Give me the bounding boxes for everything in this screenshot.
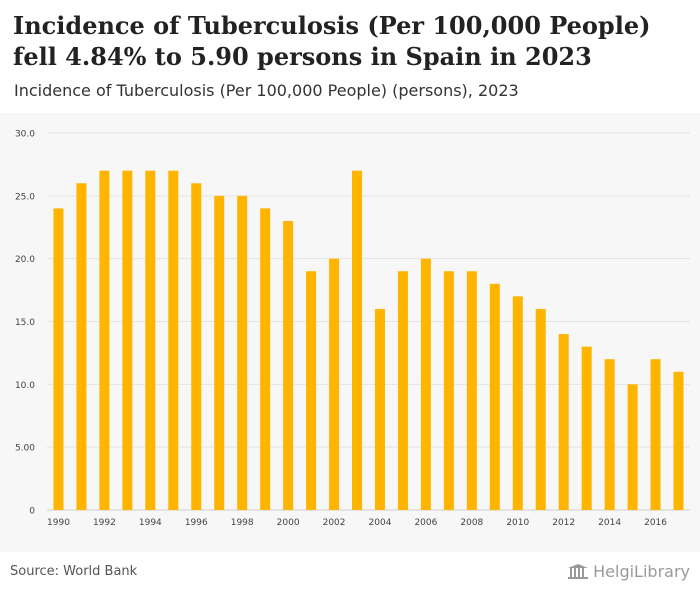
bar xyxy=(397,271,408,510)
x-tick-label: 2000 xyxy=(277,518,300,528)
y-tick-label: 10.0 xyxy=(15,381,35,391)
bar xyxy=(76,183,87,510)
bar xyxy=(99,170,110,510)
x-tick-label: 1990 xyxy=(47,518,70,528)
chart-header: Incidence of Tuberculosis (Per 100,000 P… xyxy=(0,0,700,112)
bar xyxy=(260,208,271,510)
x-tick-label: 2004 xyxy=(369,518,392,528)
x-tick-label: 2008 xyxy=(460,518,483,528)
x-tick-label: 2002 xyxy=(323,518,346,528)
bar xyxy=(650,359,661,510)
bar xyxy=(374,308,385,510)
y-tick-label: 15.0 xyxy=(15,318,35,328)
bar xyxy=(581,346,592,510)
x-tick-label: 1994 xyxy=(139,518,162,528)
bar xyxy=(558,334,569,510)
brand-logo: HelgiLibrary xyxy=(567,562,690,581)
bar xyxy=(122,170,133,510)
bar xyxy=(443,271,454,510)
bar xyxy=(673,371,684,510)
bar xyxy=(420,258,431,510)
y-tick-label: 5.00 xyxy=(15,444,35,454)
brand-name: HelgiLibrary xyxy=(593,562,690,581)
bar xyxy=(191,183,202,510)
bar xyxy=(489,283,500,510)
y-tick-label: 30.0 xyxy=(15,130,35,140)
bar xyxy=(329,258,340,510)
bar xyxy=(604,359,615,510)
x-tick-label: 1998 xyxy=(231,518,254,528)
x-tick-label: 2016 xyxy=(644,518,667,528)
x-tick-label: 1992 xyxy=(93,518,116,528)
y-tick-label: 0 xyxy=(29,507,35,517)
bar xyxy=(512,296,523,510)
bar xyxy=(145,170,156,510)
chart-subtitle: Incidence of Tuberculosis (Per 100,000 P… xyxy=(14,81,519,100)
x-tick-label: 2012 xyxy=(552,518,575,528)
y-tick-label: 25.0 xyxy=(15,192,35,202)
bar xyxy=(535,308,546,510)
bar xyxy=(466,271,477,510)
bar xyxy=(283,220,294,510)
chart-title: Incidence of Tuberculosis (Per 100,000 P… xyxy=(13,11,651,71)
library-icon xyxy=(568,563,589,579)
bar xyxy=(168,170,179,510)
y-tick-label: 20.0 xyxy=(15,255,35,265)
x-tick-label: 1996 xyxy=(185,518,208,528)
x-tick-label: 2010 xyxy=(506,518,529,528)
x-tick-label: 2006 xyxy=(414,518,437,528)
bar-chart: 0 5.00 10.0 15.0 20.0 25.0 30.0 1990 1992 1994 199… xyxy=(15,130,690,528)
bar xyxy=(306,271,317,510)
bar xyxy=(53,208,64,510)
source-note: Source: World Bank xyxy=(10,564,138,579)
x-tick-label: 2014 xyxy=(598,518,621,528)
plot-area: 0 5.00 10.0 15.0 20.0 25.0 30.0 1990 1992 1994 199… xyxy=(0,113,700,552)
bar xyxy=(237,195,248,510)
bar xyxy=(627,384,638,510)
bar xyxy=(352,170,363,510)
bar xyxy=(214,195,225,510)
